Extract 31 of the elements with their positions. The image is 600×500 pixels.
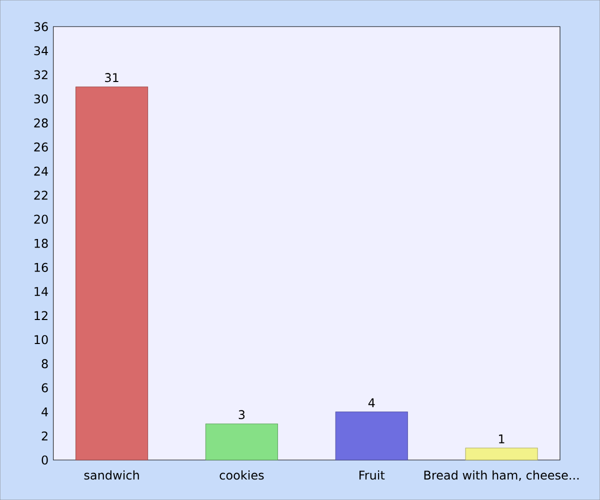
y-tick-label: 32 — [34, 70, 48, 80]
y-tick-label: 0 — [42, 455, 48, 465]
y-tick-label: 8 — [42, 359, 48, 368]
y-tick-label: 34 — [34, 46, 48, 56]
data-label: 4 — [368, 398, 375, 408]
y-tick-label: 36 — [34, 22, 48, 32]
y-tick-label: 30 — [34, 94, 48, 104]
y-tick-label: 12 — [34, 311, 48, 320]
bar — [205, 424, 278, 460]
y-tick-label: 24 — [34, 166, 48, 176]
data-label: 31 — [105, 73, 118, 82]
bar — [465, 448, 538, 460]
y-tick-label: 10 — [34, 335, 48, 344]
bar — [335, 412, 408, 460]
y-tick-label: 2 — [42, 431, 48, 440]
y-tick-label: 22 — [34, 190, 48, 200]
y-tick-label: 18 — [34, 238, 48, 248]
y-tick-label: 14 — [34, 287, 48, 296]
y-tick-label: 16 — [34, 262, 48, 272]
data-label: 3 — [238, 410, 245, 420]
x-tick-label: Fruit — [359, 470, 385, 480]
y-tick-label: 26 — [34, 142, 48, 152]
x-tick-label: cookies — [220, 470, 264, 480]
data-label: 1 — [499, 434, 504, 444]
y-tick-label: 6 — [42, 383, 48, 392]
y-tick-label: 28 — [34, 118, 48, 128]
bar — [76, 86, 148, 460]
x-tick-label: Bread with ham, cheese... — [424, 470, 579, 481]
y-tick-label: 4 — [42, 407, 48, 416]
y-tick-label: 20 — [34, 214, 48, 224]
x-tick-label: sandwich — [84, 470, 139, 480]
